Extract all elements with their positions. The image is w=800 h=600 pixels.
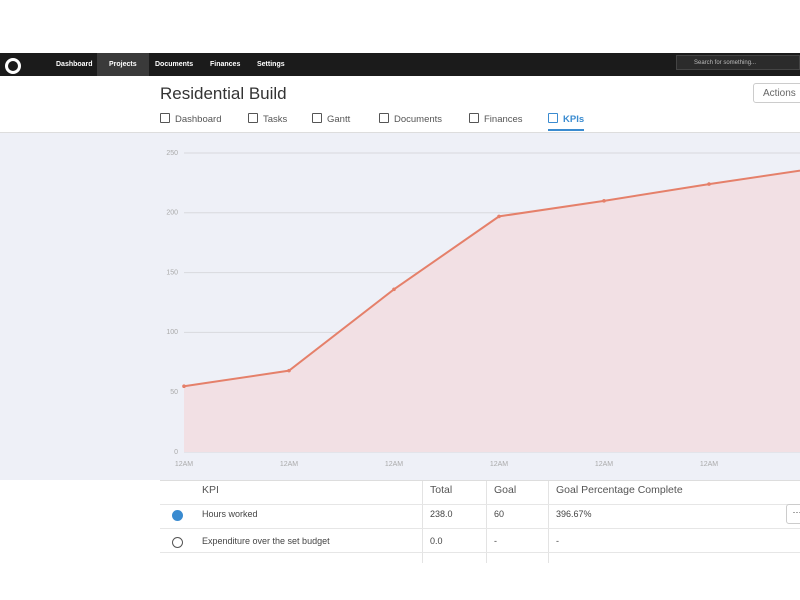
point (602, 199, 606, 203)
tab-label: Dashboard (175, 114, 222, 125)
row-checkbox[interactable] (172, 537, 183, 548)
x-tick-label: 12AM (700, 461, 718, 468)
tab-label: Gantt (327, 114, 351, 125)
tab-label: Tasks (263, 114, 288, 125)
x-tick-label: 12AM (490, 461, 508, 468)
tab[interactable]: Finances (469, 113, 523, 129)
column-divider (422, 481, 423, 563)
row-menu-button[interactable]: ⋯ (786, 504, 800, 524)
table-cell: - (494, 536, 497, 546)
area (184, 170, 800, 452)
point (182, 384, 186, 389)
point (497, 214, 501, 219)
x-tick-label: 12AM (175, 461, 193, 468)
row-divider (160, 528, 800, 529)
tab[interactable]: Gantt (312, 113, 350, 129)
x-tick-label: 12AM (280, 461, 298, 468)
x-tick-label: 12AM (595, 461, 613, 468)
tab-icon (248, 113, 258, 123)
tab-icon (160, 113, 170, 123)
column-divider (548, 481, 549, 563)
nav-bar: Dashboard Projects Documents Finances Settin… (0, 53, 800, 76)
tab-icon (379, 113, 389, 123)
nav-item[interactable]: Dashboard (56, 61, 93, 68)
nav-item[interactable]: Finances (210, 61, 241, 68)
y-tick-label: 250 (166, 150, 178, 157)
table-cell: 0.0 (430, 536, 443, 546)
column-divider (486, 481, 487, 563)
nav-item[interactable]: Settings (257, 61, 285, 68)
y-tick-label: 100 (166, 329, 178, 336)
table-cell: 238.0 (430, 509, 453, 519)
project-header: Residential Build Actions Dashboard Tasks… (0, 76, 800, 133)
tab-label: Documents (394, 114, 443, 125)
logo[interactable] (5, 58, 21, 74)
point (707, 182, 711, 186)
row-divider (160, 552, 800, 553)
kpi-table: KPI Total Goal Goal Percentage Complete Hour… (160, 480, 800, 563)
y-tick-label: 200 (166, 210, 178, 217)
nav-item[interactable]: Projects (97, 53, 149, 76)
point (287, 368, 291, 373)
column-header: Total (430, 484, 453, 496)
point (392, 287, 396, 292)
tab[interactable]: KPIs (548, 113, 585, 131)
tab-label: Finances (484, 114, 523, 125)
y-tick-label: 50 (170, 389, 178, 396)
table-cell: Expenditure over the set budget (202, 536, 330, 546)
project-title: Residential Build (160, 84, 287, 103)
table-cell: - (556, 536, 559, 546)
tab[interactable]: Dashboard (160, 113, 221, 129)
row-divider (160, 504, 800, 505)
search-box[interactable]: Search for something... (676, 55, 800, 70)
chart-area: 05010015020025012AM12AM12AM12AM12AM12AM1… (0, 133, 800, 480)
row-checkbox[interactable] (172, 510, 183, 521)
chart: 05010015020025012AM12AM12AM12AM12AM12AM1… (166, 150, 800, 468)
column-header: Goal (494, 484, 517, 496)
x-tick-label: 12AM (385, 461, 403, 468)
table-cell: Hours worked (202, 509, 258, 519)
y-tick-label: 0 (174, 449, 178, 456)
tab-icon (548, 113, 558, 123)
column-header: KPI (202, 484, 219, 496)
tab-icon (469, 113, 479, 123)
table-cell: 60 (494, 509, 505, 519)
tab[interactable]: Tasks (248, 113, 287, 129)
nav-item[interactable]: Documents (155, 61, 194, 68)
table-cell: 396.67% (556, 509, 592, 519)
tab-icon (312, 113, 322, 123)
tab[interactable]: Documents (379, 113, 442, 129)
y-tick-label: 150 (166, 269, 178, 276)
tab-label: KPIs (563, 114, 585, 125)
actions-button[interactable]: Actions (753, 83, 800, 103)
column-header: Goal Percentage Complete (556, 484, 683, 496)
